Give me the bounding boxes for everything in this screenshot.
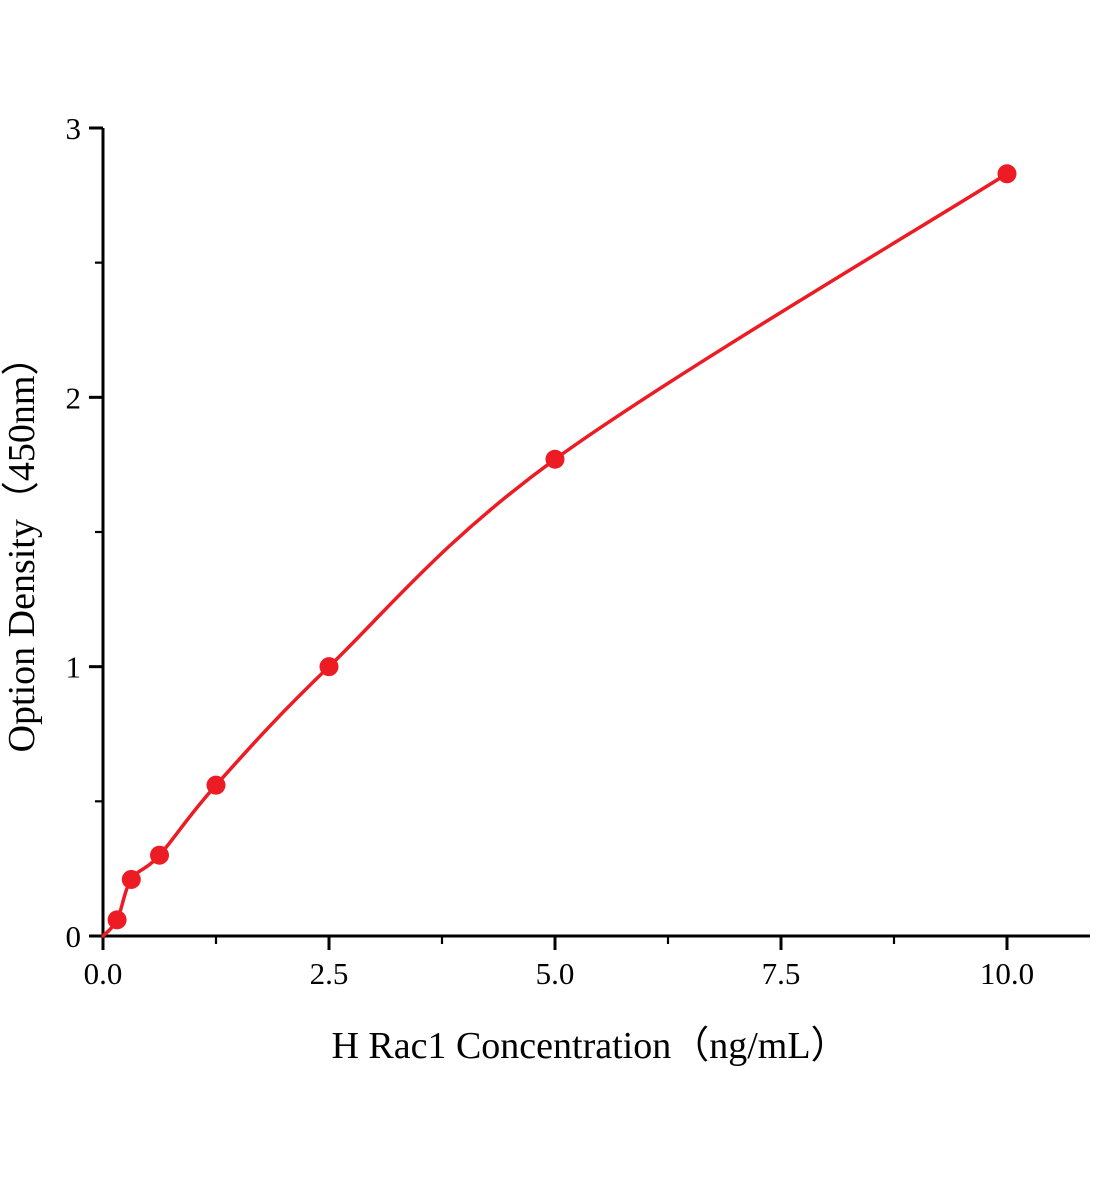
data-point-marker xyxy=(121,869,141,889)
data-point-marker xyxy=(206,775,226,795)
data-point-marker xyxy=(319,657,339,677)
y-axis-title: Option Density（450nm） xyxy=(1,338,43,753)
x-tick-label: 0.0 xyxy=(84,956,123,991)
x-tick-label: 7.5 xyxy=(762,956,801,991)
x-axis-title: H Rac1 Concentration（ng/mL） xyxy=(331,1025,848,1067)
plot-area: 0.0 2.5 5.0 7.5 10.0 0 1 2 3 xyxy=(66,111,1090,991)
y-tick-label: 3 xyxy=(66,111,82,146)
x-tick-label: 2.5 xyxy=(310,956,349,991)
x-tick-label: 10.0 xyxy=(980,956,1034,991)
y-tick-label: 2 xyxy=(66,380,82,415)
data-point-marker xyxy=(545,449,565,469)
y-tick-label: 1 xyxy=(66,650,82,685)
data-point-marker xyxy=(997,164,1017,184)
y-tick-label: 0 xyxy=(66,919,82,954)
fitted-curve xyxy=(101,172,1009,938)
data-point-marker xyxy=(150,845,169,865)
data-point-marker xyxy=(107,910,127,930)
x-tick-label: 5.0 xyxy=(536,956,575,991)
